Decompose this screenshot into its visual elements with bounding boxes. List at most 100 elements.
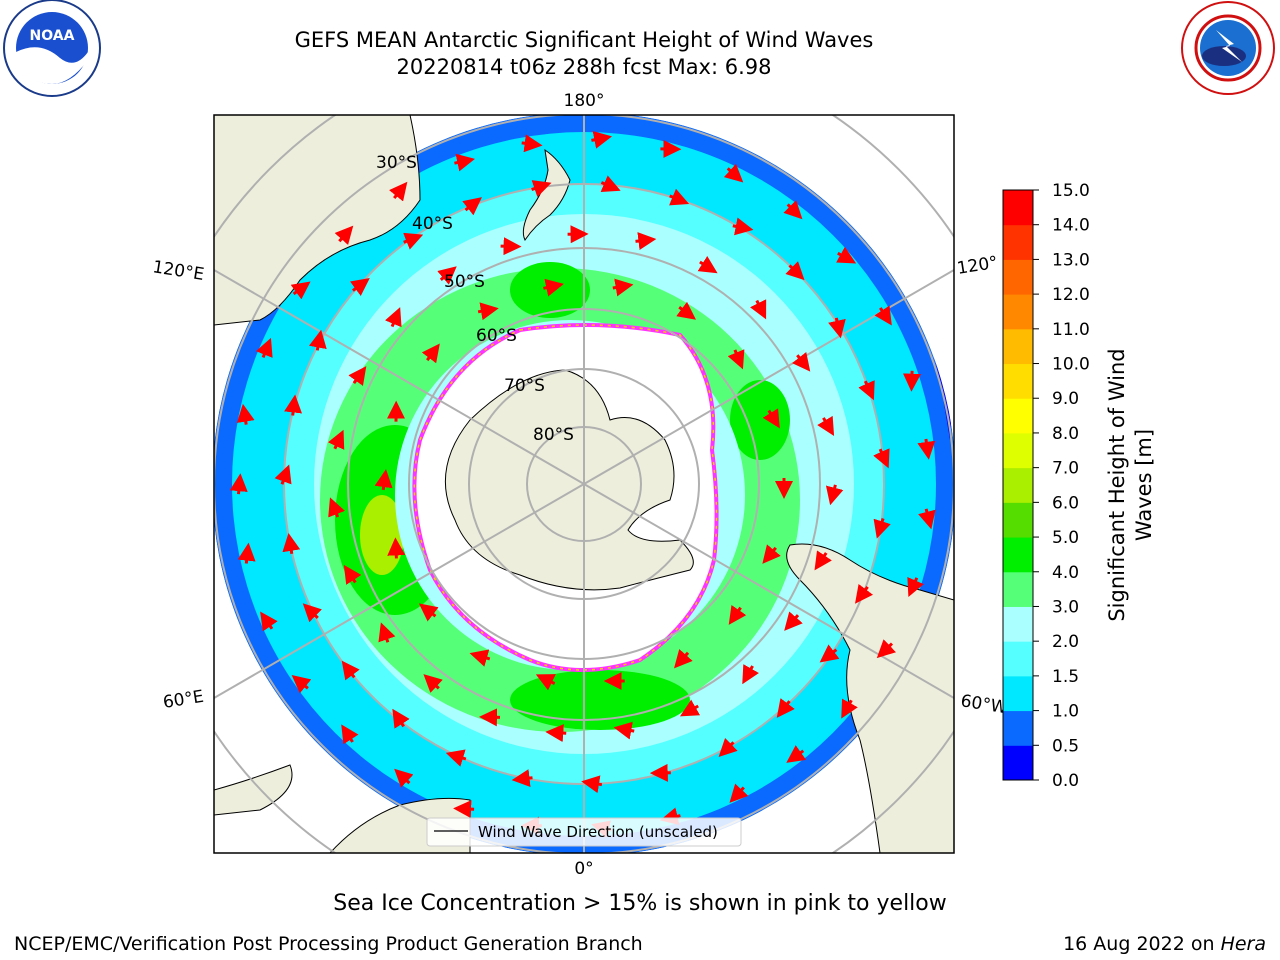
wave-direction-arrow <box>350 278 370 296</box>
colorbar-tick-label: 13.0 <box>1052 250 1090 270</box>
svg-text:NOAA: NOAA <box>30 28 75 44</box>
antarctica-land <box>444 369 694 591</box>
wave-direction-arrow <box>521 134 543 153</box>
wave-direction-arrow <box>792 351 811 372</box>
wave-direction-arrow <box>531 180 552 198</box>
colorbar-swatch <box>1003 675 1033 712</box>
wave-direction-arrow <box>858 380 875 401</box>
wave-direction-arrow <box>697 255 718 274</box>
wave-direction-arrow <box>873 518 891 539</box>
wave-direction-arrow <box>679 699 701 717</box>
wave-direction-arrow <box>727 349 745 370</box>
wave-direction-arrow <box>387 537 406 559</box>
colorbar-tick-label: 15.0 <box>1052 181 1090 201</box>
colorbar-swatch <box>1003 398 1033 434</box>
wave-direction-arrow <box>543 278 564 297</box>
wave-direction-arrow <box>327 429 345 450</box>
wave-direction-arrow <box>511 769 533 788</box>
wave-direction-arrow <box>600 175 621 192</box>
wave-direction-arrow <box>819 644 840 663</box>
wave-direction-arrow <box>786 745 807 763</box>
wave-direction-arrow <box>384 307 402 328</box>
wave-direction-arrow <box>378 622 396 643</box>
colorbar-swatch <box>1003 710 1033 746</box>
colorbar-swatch <box>1003 571 1033 607</box>
wave-direction-arrow <box>445 749 467 767</box>
wave-direction-arrow <box>341 724 359 745</box>
wave-direction-arrow <box>535 674 556 691</box>
colorbar-tick-label: 1.5 <box>1052 667 1079 687</box>
wave-direction-arrow <box>918 508 936 530</box>
wave-direction-arrow <box>762 544 781 564</box>
map-subtitle: 20220814 t06z 288h fcst Max: 6.98 <box>396 55 772 79</box>
wave-direction-arrow <box>343 564 362 585</box>
colorbar-swatch <box>1003 432 1033 469</box>
colorbar-swatch <box>1003 259 1033 295</box>
colorbar-tick-label: 14.0 <box>1052 216 1090 236</box>
nws-logo <box>1181 1 1275 95</box>
wave-direction-arrow <box>729 783 749 803</box>
wave-direction-arrow <box>907 576 924 598</box>
sea-ice-note: Sea Ice Concentration > 15% is shown in … <box>333 891 947 916</box>
wave-direction-arrow <box>423 674 443 693</box>
colorbar-label-line1: Significant Height of Wind <box>1105 348 1129 621</box>
wave-direction-arrow <box>723 163 744 183</box>
colorbar-tick-label: 2.0 <box>1052 632 1079 652</box>
colorbar-swatch <box>1003 606 1033 642</box>
colorbar-tick-label: 9.0 <box>1052 389 1079 409</box>
wave-direction-arrow <box>828 317 846 339</box>
wave-direction-arrow <box>328 497 345 518</box>
date-text: 16 Aug 2022 on <box>1063 933 1215 955</box>
wave-direction-arrow <box>389 181 408 202</box>
australia-land <box>214 115 421 326</box>
wave-direction-arrow <box>728 604 747 625</box>
wave-direction-arrow <box>876 639 897 659</box>
wave-direction-arrow <box>229 473 248 495</box>
wave-direction-arrow <box>291 675 312 694</box>
wave-direction-arrow <box>348 366 367 386</box>
wave-direction-arrow <box>784 611 803 631</box>
machine-name: Hera <box>1220 933 1266 955</box>
south-america-land <box>786 543 954 853</box>
colorbar-swatch <box>1003 328 1033 365</box>
wave-direction-arrow <box>545 724 567 743</box>
colorbar-swatch <box>1003 190 1033 226</box>
wave-direction-arrow <box>374 469 393 491</box>
wave-direction-arrow <box>255 337 273 358</box>
lat-label-70s: 70°S <box>504 376 545 396</box>
wave-direction-arrow <box>260 611 278 632</box>
wave-direction-arrow <box>674 648 693 669</box>
wave-direction-arrow <box>917 438 936 460</box>
wave-direction-arrow <box>392 708 410 729</box>
colorbar-swatch <box>1003 363 1033 399</box>
colorbar-label-line2: Waves [m] <box>1132 429 1156 541</box>
lon-label-lower-left: 60°E <box>162 687 206 713</box>
colorbar-tick-label: 3.0 <box>1052 597 1079 617</box>
colorbar-tick-label: 11.0 <box>1052 320 1090 340</box>
lon-label-top: 180° <box>564 91 605 111</box>
lat-label-40s: 40°S <box>412 214 453 234</box>
wave-direction-arrow <box>855 583 874 604</box>
wave-direction-arrow <box>282 533 301 555</box>
wave-direction-arrow <box>742 664 759 685</box>
colorbar-tick-label: 4.0 <box>1052 563 1079 583</box>
wave-direction-arrow <box>421 343 440 364</box>
credit-line: NCEP/EMC/Verification Post Processing Pr… <box>14 933 643 955</box>
lon-label-lower-right: 60°W <box>959 691 1009 718</box>
wave-direction-arrow <box>290 281 311 300</box>
wave-direction-arrow <box>874 305 892 326</box>
wave-direction-arrow <box>469 649 491 667</box>
wave-direction-arrow <box>454 153 476 172</box>
lon-label-bottom: 0° <box>574 859 593 879</box>
arrow-legend: Wind Wave Direction (unscaled) <box>426 817 742 847</box>
wave-direction-arrow <box>591 130 613 149</box>
lon-label-upper-left: 120°E <box>151 257 205 285</box>
wave-direction-arrow <box>783 200 803 220</box>
wave-direction-arrow <box>836 246 857 264</box>
wave-direction-arrow <box>612 278 634 297</box>
colorbar-tick-label: 6.0 <box>1052 493 1079 513</box>
wave-direction-arrow <box>341 660 360 681</box>
wave-direction-arrow <box>462 197 482 216</box>
lat-label-80s: 80°S <box>533 425 574 445</box>
lat-label-50s: 50°S <box>444 272 485 292</box>
